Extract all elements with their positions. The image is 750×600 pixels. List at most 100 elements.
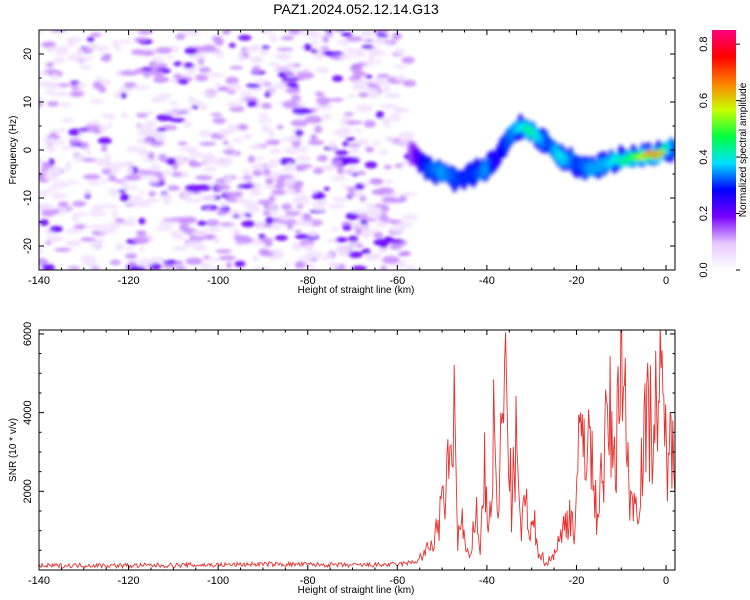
noise-blob [351, 265, 367, 270]
snr-y-axis: 2000 4000 6000 [22, 322, 675, 571]
noise-blob [196, 220, 208, 226]
noise-blob [315, 67, 329, 72]
noise-blob [215, 184, 231, 191]
noise-blob [393, 64, 407, 69]
noise-blob [350, 64, 363, 73]
noise-blob [327, 203, 346, 209]
ridge-blob [664, 144, 671, 152]
noise-blob [295, 129, 304, 137]
noise-blob [269, 158, 281, 165]
noise-blob [97, 137, 112, 145]
ridge-blob [649, 150, 656, 157]
noise-blob [274, 52, 292, 61]
noise-blob [265, 139, 281, 146]
noise-blob [121, 111, 128, 119]
ridge-blob [526, 125, 534, 133]
noise-blob [278, 174, 294, 179]
noise-blob [330, 226, 340, 232]
noise-blob [177, 141, 188, 146]
noise-blob [258, 30, 275, 35]
noise-blob [243, 175, 253, 180]
noise-blob [311, 192, 326, 200]
noise-blob [253, 266, 269, 270]
noise-blob [183, 242, 193, 248]
noise-blob [320, 257, 329, 261]
noise-blob [111, 210, 119, 218]
noise-blob [268, 255, 279, 261]
colorbar-tick-label: 0.0 [698, 262, 710, 277]
noise-blob [39, 203, 55, 210]
noise-blob [289, 207, 305, 212]
snr-x-axis: -140 -120 -100 -80 -60 -40 -20 0 [28, 330, 669, 587]
noise-blob [363, 120, 376, 128]
noise-blob [138, 190, 145, 195]
noise-blob [295, 165, 307, 172]
noise-blob [58, 91, 70, 97]
noise-blob [348, 148, 360, 154]
noise-blob [258, 233, 266, 239]
noise-blob [361, 248, 372, 255]
noise-blob [380, 265, 387, 270]
noise-blob [233, 214, 240, 219]
noise-blob [402, 79, 417, 87]
noise-blob [129, 185, 139, 191]
noise-blob [385, 136, 396, 141]
colorbar-label: Normalized spectral amplitude [738, 82, 749, 217]
noise-blob [192, 32, 200, 37]
noise-blob [295, 155, 312, 162]
noise-blob [163, 110, 178, 115]
noise-blob [257, 113, 269, 118]
noise-blob [284, 147, 302, 155]
noise-blob [198, 130, 212, 138]
y-tick-label: 4000 [22, 400, 34, 424]
noise-blob [112, 39, 119, 48]
noise-blob [310, 40, 321, 45]
noise-blob [294, 180, 304, 187]
noise-blob [274, 235, 288, 241]
noise-blob [338, 53, 357, 59]
x-tick-label: -100 [207, 575, 229, 587]
noise-blob [216, 54, 224, 59]
noise-blob [137, 230, 146, 236]
noise-blob [224, 30, 231, 34]
noise-blob [176, 160, 186, 166]
noise-blob [137, 30, 153, 35]
noise-blob [356, 47, 363, 55]
y-tick-label: 2000 [22, 479, 34, 503]
noise-blob [155, 226, 173, 231]
noise-blob [148, 262, 162, 270]
noise-blob [389, 40, 397, 45]
noise-blob [253, 156, 267, 161]
noise-blob [156, 114, 174, 122]
noise-blob [101, 144, 108, 153]
noise-blob [322, 113, 332, 121]
noise-blob [123, 82, 137, 89]
noise-blob [368, 50, 386, 57]
noise-blob [42, 41, 56, 49]
noise-blob [284, 263, 291, 268]
noise-blob [355, 138, 370, 147]
noise-blob [143, 198, 160, 203]
noise-blob [189, 150, 202, 158]
noise-blob [258, 48, 270, 56]
noise-blob [301, 67, 311, 73]
noise-blob [296, 204, 304, 209]
noise-blob [189, 161, 203, 168]
noise-blob [335, 237, 348, 243]
noise-blob [216, 209, 228, 216]
noise-blob [286, 162, 294, 169]
noise-blob [48, 46, 59, 51]
noise-blob [405, 265, 417, 270]
noise-blob [67, 266, 81, 270]
noise-blob [371, 141, 381, 146]
noise-blob [76, 82, 87, 89]
noise-blob [399, 160, 407, 167]
noise-blob [183, 120, 192, 129]
noise-blob [127, 201, 141, 207]
noise-blob [232, 137, 244, 143]
y-tick-label: 20 [22, 48, 34, 60]
noise-blob [360, 30, 376, 38]
noise-blob [179, 146, 187, 151]
colorbar-tick-label: 0.2 [698, 206, 710, 221]
